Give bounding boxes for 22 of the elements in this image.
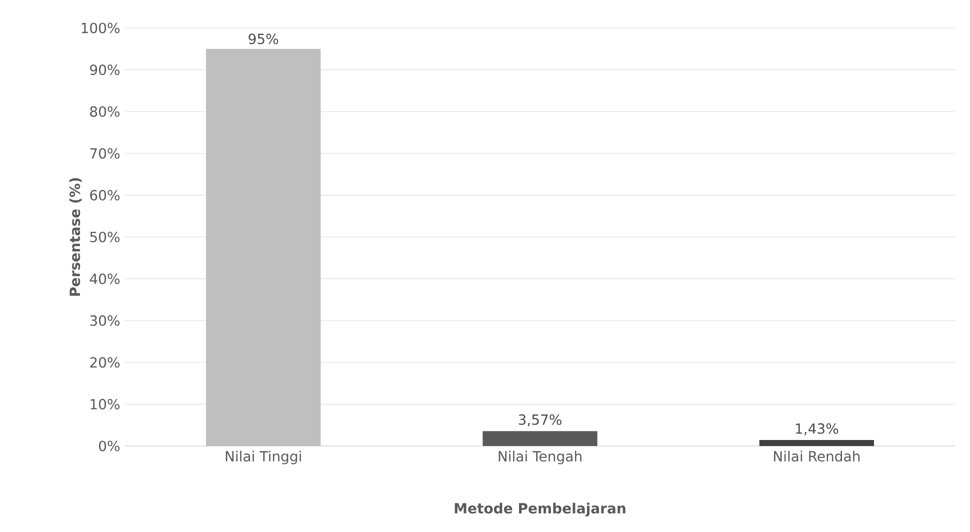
- data-label: 3,57%: [518, 414, 562, 426]
- data-label: 95%: [248, 34, 278, 44]
- y-tick-label: 30%: [90, 315, 120, 326]
- y-tick-label: 80%: [90, 106, 120, 117]
- x-tick-label: Nilai Rendah: [774, 450, 860, 462]
- y-axis-title: Persentase (%): [69, 178, 82, 296]
- y-tick-label: 50%: [90, 232, 120, 242]
- y-tick-label: 0%: [99, 440, 120, 452]
- bar: [206, 48, 321, 446]
- y-tick-label: 90%: [90, 64, 120, 76]
- data-label: 1,43%: [796, 423, 838, 436]
- x-tick-label: Nilai Tinggi: [226, 450, 301, 464]
- y-tick-label: 70%: [90, 148, 120, 159]
- y-tick-label: 60%: [90, 190, 120, 200]
- bar: [482, 431, 598, 446]
- y-tick-label: 20%: [90, 357, 120, 368]
- x-tick-label: Nilai Tengah: [498, 450, 582, 464]
- y-tick-label: 10%: [90, 398, 120, 410]
- bar: [759, 440, 874, 446]
- x-axis-title: Metode Pembelajaran: [454, 502, 626, 516]
- y-tick-label: 100%: [82, 22, 120, 34]
- y-tick-label: 40%: [90, 274, 120, 284]
